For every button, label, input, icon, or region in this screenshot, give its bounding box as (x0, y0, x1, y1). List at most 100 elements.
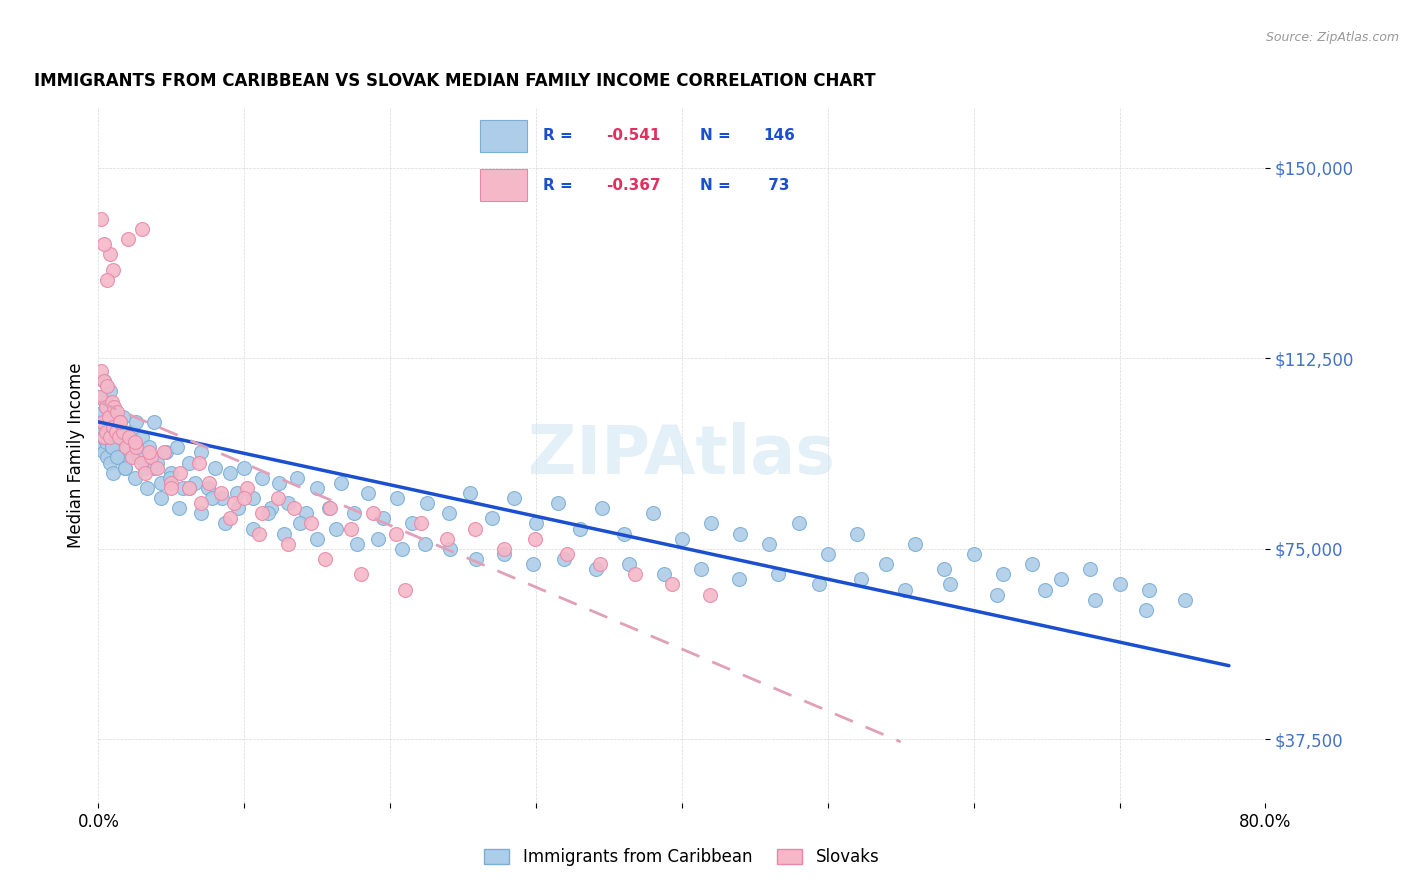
Point (233, 460, 256, 475)
Point (661, 577, 683, 591)
Point (124, 471, 146, 485)
Point (460, 486, 482, 500)
Text: N =: N = (700, 128, 737, 144)
Point (209, 486, 232, 500)
Point (492, 541, 515, 556)
Point (131, 430, 153, 444)
Point (91, 405, 114, 419)
Point (160, 481, 183, 495)
Point (727, 572, 749, 586)
Point (439, 541, 461, 556)
Point (94, 425, 117, 439)
Point (90, 364, 112, 378)
Point (357, 486, 380, 500)
Point (110, 430, 132, 444)
Point (146, 460, 169, 475)
Point (122, 440, 145, 454)
Point (93, 374, 115, 388)
Point (394, 582, 416, 597)
Point (233, 491, 256, 505)
Point (222, 496, 245, 510)
Point (100, 394, 122, 409)
Point (503, 491, 526, 505)
Point (624, 567, 647, 582)
Point (89, 415, 111, 429)
Text: -0.367: -0.367 (606, 178, 661, 193)
Point (98, 247, 121, 261)
Point (108, 450, 131, 465)
Point (96, 379, 118, 393)
Point (218, 511, 240, 525)
Point (250, 471, 273, 485)
Point (150, 475, 173, 490)
Point (766, 567, 789, 582)
Point (689, 562, 711, 576)
Point (1084, 592, 1107, 607)
Point (101, 420, 124, 434)
Point (1135, 603, 1157, 617)
Point (101, 400, 124, 414)
Point (100, 440, 122, 454)
Point (97, 420, 120, 434)
Point (641, 506, 664, 520)
Point (934, 562, 956, 576)
Point (114, 460, 136, 475)
Point (103, 425, 125, 439)
Point (409, 516, 432, 531)
Point (96, 273, 118, 287)
Point (619, 557, 641, 571)
Point (299, 516, 322, 531)
Point (387, 491, 409, 505)
Point (90, 390, 112, 404)
Point (875, 557, 897, 571)
Point (318, 501, 340, 516)
Point (319, 501, 342, 516)
Point (201, 491, 224, 505)
Point (125, 440, 148, 454)
Point (325, 522, 347, 536)
Point (112, 409, 135, 424)
Point (153, 445, 176, 459)
Point (121, 450, 143, 465)
Point (93, 430, 115, 444)
Point (904, 537, 927, 551)
Point (385, 526, 408, 541)
Point (183, 475, 205, 490)
Point (288, 516, 311, 531)
Point (101, 262, 124, 277)
Point (787, 516, 810, 531)
Point (464, 522, 486, 536)
Point (98, 430, 121, 444)
Point (846, 526, 869, 541)
Text: Source: ZipAtlas.com: Source: ZipAtlas.com (1265, 31, 1399, 45)
Point (120, 425, 142, 439)
Point (115, 435, 138, 450)
Point (94, 400, 117, 414)
Point (1033, 582, 1056, 597)
Point (962, 547, 984, 561)
Point (700, 516, 723, 531)
Point (481, 511, 503, 525)
Point (1050, 572, 1073, 586)
Text: 73: 73 (763, 178, 790, 193)
Point (211, 491, 233, 505)
Point (91, 425, 114, 439)
Point (226, 486, 249, 500)
Point (350, 567, 373, 582)
Point (671, 532, 693, 546)
Point (329, 475, 352, 490)
Point (1080, 562, 1102, 576)
Point (436, 532, 458, 546)
Point (114, 460, 136, 475)
Point (273, 526, 295, 541)
Point (894, 582, 917, 597)
Point (214, 516, 236, 531)
Point (808, 577, 831, 591)
Point (277, 537, 299, 551)
Text: 146: 146 (763, 128, 794, 144)
Point (139, 450, 162, 465)
Point (134, 460, 156, 475)
Point (98, 456, 121, 470)
Point (401, 516, 423, 531)
Point (108, 430, 131, 444)
